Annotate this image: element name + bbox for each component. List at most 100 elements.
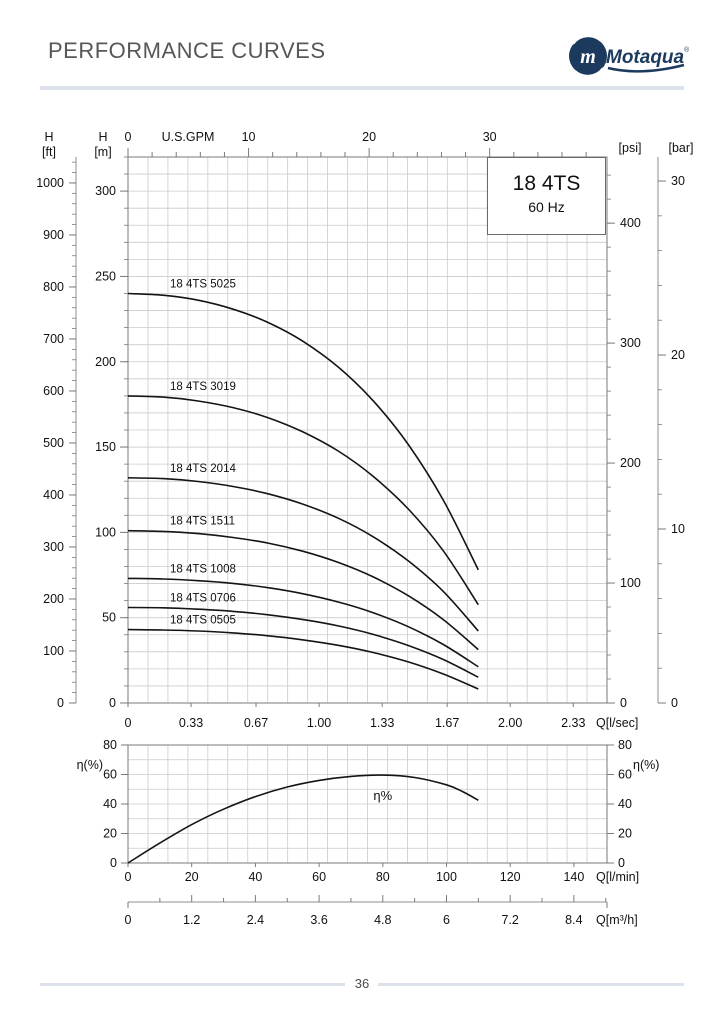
svg-text:400: 400 bbox=[43, 488, 64, 502]
svg-text:100: 100 bbox=[436, 870, 457, 884]
eta-curve-label: η% bbox=[373, 788, 392, 803]
svg-text:50: 50 bbox=[102, 611, 116, 625]
svg-text:200: 200 bbox=[95, 355, 116, 369]
svg-text:[psi]: [psi] bbox=[619, 141, 642, 155]
svg-text:4.8: 4.8 bbox=[374, 913, 391, 927]
svg-text:2.4: 2.4 bbox=[247, 913, 264, 927]
curve-18-4TS-1511 bbox=[127, 529, 479, 651]
curve-label: 18 4TS 0706 bbox=[170, 592, 236, 604]
curve-label: 18 4TS 5025 bbox=[170, 279, 236, 291]
svg-text:800: 800 bbox=[43, 280, 64, 294]
svg-text:150: 150 bbox=[95, 440, 116, 454]
svg-text:40: 40 bbox=[248, 870, 262, 884]
svg-text:1.33: 1.33 bbox=[370, 716, 394, 730]
svg-text:40: 40 bbox=[618, 797, 632, 811]
svg-text:1000: 1000 bbox=[36, 176, 64, 190]
curve-label: 18 4TS 1008 bbox=[170, 563, 236, 575]
svg-text:0: 0 bbox=[109, 696, 116, 710]
h-ft-axis: 0 100 200 300 400 500 600 700 800 900 1000 H[ft] bbox=[36, 130, 77, 710]
footer-rule-right bbox=[378, 983, 684, 986]
model-name: 18 4TS bbox=[512, 172, 581, 195]
eff-chart-grid bbox=[128, 745, 607, 863]
svg-text:700: 700 bbox=[43, 332, 64, 346]
svg-text:120: 120 bbox=[500, 870, 521, 884]
svg-text:100: 100 bbox=[43, 644, 64, 658]
m3h-axis: 0 1.2 2.4 3.6 4.8 6 7.2 8.4 Q[m³/h] bbox=[125, 895, 638, 927]
svg-text:80: 80 bbox=[103, 738, 117, 752]
curve-18-4TS-3019 bbox=[127, 395, 479, 606]
svg-text:Q[l/sec]: Q[l/sec] bbox=[596, 716, 638, 730]
logo-wordmark: Motaqua bbox=[606, 47, 685, 68]
svg-text:10: 10 bbox=[671, 522, 685, 536]
curve-label: 18 4TS 2014 bbox=[170, 463, 236, 475]
svg-text:8.4: 8.4 bbox=[565, 913, 582, 927]
svg-text:0: 0 bbox=[618, 856, 625, 870]
page-footer: 36 bbox=[0, 975, 724, 995]
svg-text:900: 900 bbox=[43, 228, 64, 242]
svg-text:Q[l/min]: Q[l/min] bbox=[596, 870, 639, 884]
svg-text:®: ® bbox=[684, 46, 690, 54]
page-number: 36 bbox=[354, 976, 370, 991]
svg-text:30: 30 bbox=[483, 130, 497, 144]
svg-text:0: 0 bbox=[57, 696, 64, 710]
svg-text:U.S.GPM: U.S.GPM bbox=[162, 130, 215, 144]
svg-text:100: 100 bbox=[95, 525, 116, 539]
curve-eta bbox=[127, 774, 479, 864]
svg-text:20: 20 bbox=[362, 130, 376, 144]
svg-text:Q[m³/h]: Q[m³/h] bbox=[596, 913, 638, 927]
bar-axis: 0 10 20 30 [bar] bbox=[657, 141, 694, 710]
svg-text:300: 300 bbox=[95, 184, 116, 198]
svg-text:20: 20 bbox=[103, 827, 117, 841]
svg-text:0: 0 bbox=[125, 913, 132, 927]
svg-text:140: 140 bbox=[563, 870, 584, 884]
curve-18-4TS-2014 bbox=[127, 477, 479, 632]
curve-label: 18 4TS 3019 bbox=[170, 381, 236, 393]
svg-text:6: 6 bbox=[443, 913, 450, 927]
svg-text:20: 20 bbox=[185, 870, 199, 884]
svg-text:0: 0 bbox=[671, 696, 678, 710]
svg-text:0.67: 0.67 bbox=[244, 716, 268, 730]
svg-text:10: 10 bbox=[242, 130, 256, 144]
curve-18-4TS-0706 bbox=[127, 606, 479, 678]
svg-text:[ft]: [ft] bbox=[42, 145, 56, 159]
svg-text:[bar]: [bar] bbox=[668, 141, 693, 155]
psi-axis: 0 100 200 300 400 [psi] bbox=[607, 141, 641, 710]
model-box: 18 4TS 60 Hz bbox=[487, 157, 606, 235]
footer-rule-left bbox=[40, 983, 345, 986]
head-curves: 18 4TS 5025 18 4TS 3019 18 4TS 2014 18 4TS … bbox=[127, 279, 480, 690]
svg-text:1.2: 1.2 bbox=[183, 913, 200, 927]
svg-text:500: 500 bbox=[43, 436, 64, 450]
gpm-axis: 0 10 20 30 U.S.GPM bbox=[125, 130, 587, 157]
svg-text:80: 80 bbox=[376, 870, 390, 884]
svg-text:H: H bbox=[98, 130, 107, 144]
svg-text:1.00: 1.00 bbox=[307, 716, 331, 730]
lmin-axis: 0 20 40 60 80 100 120 140 Q[l/min] bbox=[125, 863, 639, 884]
svg-text:60: 60 bbox=[312, 870, 326, 884]
svg-text:m: m bbox=[580, 46, 596, 68]
svg-text:250: 250 bbox=[95, 269, 116, 283]
svg-text:100: 100 bbox=[620, 576, 641, 590]
svg-text:0: 0 bbox=[125, 716, 132, 730]
header-divider bbox=[40, 86, 684, 90]
motaqua-logo: m Motaqua ® bbox=[566, 32, 696, 80]
svg-text:400: 400 bbox=[620, 216, 641, 230]
svg-text:H: H bbox=[44, 130, 53, 144]
svg-text:40: 40 bbox=[103, 797, 117, 811]
svg-text:200: 200 bbox=[43, 592, 64, 606]
svg-text:0: 0 bbox=[110, 856, 117, 870]
h-m-axis: 0 50 100 150 200 250 300 H[m] bbox=[94, 130, 128, 710]
svg-text:3.6: 3.6 bbox=[310, 913, 327, 927]
curve-18-4TS-0505 bbox=[127, 628, 479, 690]
curve-label: 18 4TS 1511 bbox=[170, 516, 235, 528]
svg-text:30: 30 bbox=[671, 174, 685, 188]
svg-text:0: 0 bbox=[125, 130, 132, 144]
svg-text:300: 300 bbox=[43, 540, 64, 554]
curve-label: 18 4TS 0505 bbox=[170, 615, 236, 627]
svg-text:0.33: 0.33 bbox=[179, 716, 203, 730]
svg-text:200: 200 bbox=[620, 456, 641, 470]
motaqua-logo-icon: m Motaqua ® bbox=[569, 35, 690, 77]
main-chart-grid bbox=[128, 157, 607, 703]
